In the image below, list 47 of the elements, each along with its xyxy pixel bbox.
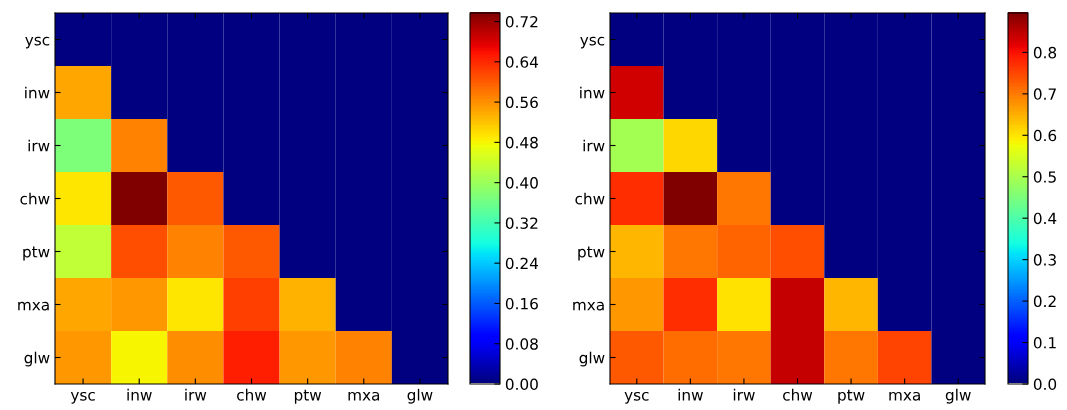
y-tick-label: ysc: [25, 36, 50, 49]
color-bar-label: 0.48: [505, 136, 538, 149]
x-tick-label: glw: [407, 388, 433, 404]
y-tick-label: inw: [25, 86, 50, 99]
x-tick-label: mxa: [348, 391, 380, 401]
y-tick-label: irw: [583, 139, 605, 152]
x-tick-label: ysc: [70, 391, 95, 404]
x-tick-label: inw: [678, 388, 703, 401]
color-bar-label: 0.1: [1033, 337, 1056, 349]
color-bar-label: 0.7: [1033, 88, 1056, 100]
color-bar-label: 0.56: [505, 96, 538, 109]
color-bar-label: 0.72: [505, 16, 538, 28]
color-bar-label: 0.24: [505, 257, 539, 270]
color-bar-label: 0.6: [1033, 129, 1057, 142]
y-tick-label: ysc: [580, 36, 605, 49]
x-tick-label: chw: [237, 388, 267, 401]
y-tick-label: chw: [20, 192, 50, 205]
y-tick-label: mxa: [18, 301, 49, 311]
y-tick-label: ptw: [578, 246, 605, 261]
x-tick-label: glw: [945, 388, 971, 404]
x-tick-label: ysc: [624, 391, 649, 404]
x-tick-label: irw: [733, 388, 755, 401]
y-tick-label: glw: [579, 351, 605, 367]
y-tick-label: glw: [24, 351, 50, 367]
y-tick-label: inw: [580, 86, 605, 99]
y-tick-label: mxa: [573, 301, 604, 311]
color-bar-label: 0.40: [505, 177, 538, 189]
color-bar-label: 0.0: [1033, 378, 1057, 391]
y-tick-label: irw: [28, 139, 50, 152]
color-bar-label: 0.5: [1033, 171, 1056, 183]
color-bar-label: 0.64: [505, 56, 539, 68]
color-bar-label: 0.08: [505, 338, 538, 350]
color-bar-label: 0.2: [1033, 295, 1056, 308]
x-tick-label: inw: [127, 388, 152, 401]
color-bar-label: 0.00: [505, 378, 538, 391]
x-tick-label: irw: [185, 388, 207, 401]
x-tick-label: ptw: [838, 389, 865, 404]
color-bar-label: 0.4: [1033, 212, 1057, 225]
color-bar-label: 0.3: [1033, 254, 1056, 266]
y-tick-label: chw: [575, 192, 605, 205]
x-tick-label: chw: [783, 388, 813, 401]
color-bar-label: 0.8: [1033, 46, 1057, 59]
x-tick-label: mxa: [889, 391, 920, 401]
color-bar-label: 0.32: [505, 217, 538, 229]
y-tick-label: ptw: [23, 246, 50, 261]
x-tick-label: ptw: [294, 389, 322, 404]
color-bar-label: 0.16: [505, 297, 538, 310]
